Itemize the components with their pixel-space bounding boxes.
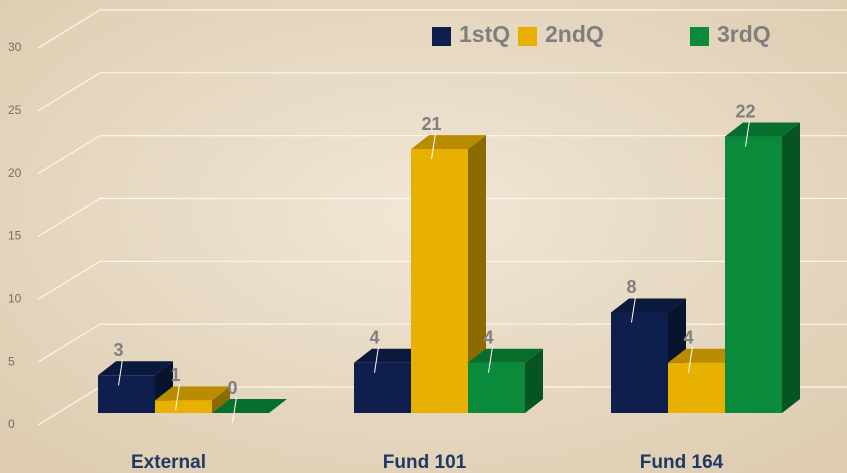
leader-line — [232, 396, 237, 424]
value-label: 4 — [369, 327, 379, 347]
bar — [98, 375, 155, 413]
y-tick-label: 15 — [8, 229, 22, 243]
x-tick-label: Fund 101 — [383, 452, 467, 473]
legend-label: 1stQ — [459, 21, 510, 47]
x-tick-label: Fund 164 — [640, 452, 724, 473]
bar — [411, 149, 468, 413]
value-label: 3 — [113, 340, 123, 360]
bar-top — [725, 122, 800, 137]
grid-line — [37, 135, 847, 175]
bar — [468, 362, 525, 413]
value-label: 8 — [626, 277, 636, 297]
y-tick-label: 20 — [8, 166, 22, 180]
grid-line — [37, 9, 847, 49]
legend-swatch — [432, 27, 451, 46]
leader-line — [118, 359, 123, 386]
grid-line — [37, 72, 847, 112]
value-label: 4 — [483, 327, 493, 347]
value-label: 0 — [227, 378, 237, 398]
bar-top — [155, 386, 230, 401]
leader-line — [488, 346, 493, 373]
y-tick-label: 10 — [8, 292, 22, 306]
grid-line — [37, 197, 847, 238]
bar — [155, 400, 212, 413]
bar-side — [782, 122, 800, 414]
bar — [725, 136, 782, 414]
y-tick-label: 0 — [8, 417, 15, 431]
bar — [611, 312, 668, 413]
value-label: 22 — [735, 101, 755, 121]
legend-swatch — [518, 27, 537, 46]
grid-line — [37, 260, 847, 300]
value-label: 4 — [683, 327, 693, 347]
bar-side — [212, 386, 230, 413]
bar — [354, 362, 411, 413]
bar-top — [411, 135, 486, 150]
bar-side — [468, 135, 486, 413]
bar-top — [611, 298, 686, 313]
value-label: 1 — [170, 365, 180, 385]
x-tick-label: External — [131, 452, 206, 473]
value-label: 21 — [421, 114, 441, 134]
legend-label: 3rdQ — [717, 21, 771, 47]
y-tick-label: 25 — [8, 103, 22, 117]
leader-line — [374, 346, 379, 373]
bar-top — [468, 348, 543, 363]
y-tick-label: 30 — [8, 40, 22, 54]
legend-swatch — [690, 27, 709, 46]
legend-label: 2ndQ — [545, 21, 604, 47]
bar-top — [354, 348, 429, 363]
grid-line — [37, 323, 847, 363]
leader-line — [745, 120, 750, 147]
leader-line — [688, 346, 693, 373]
bar-top — [212, 399, 287, 413]
leader-line — [175, 384, 180, 411]
bar — [668, 362, 725, 413]
bar-side — [525, 348, 543, 413]
bar-top — [668, 348, 743, 363]
bar-top — [98, 361, 173, 376]
leader-line — [631, 296, 636, 323]
y-tick-label: 5 — [8, 354, 15, 368]
leader-line — [431, 133, 436, 160]
